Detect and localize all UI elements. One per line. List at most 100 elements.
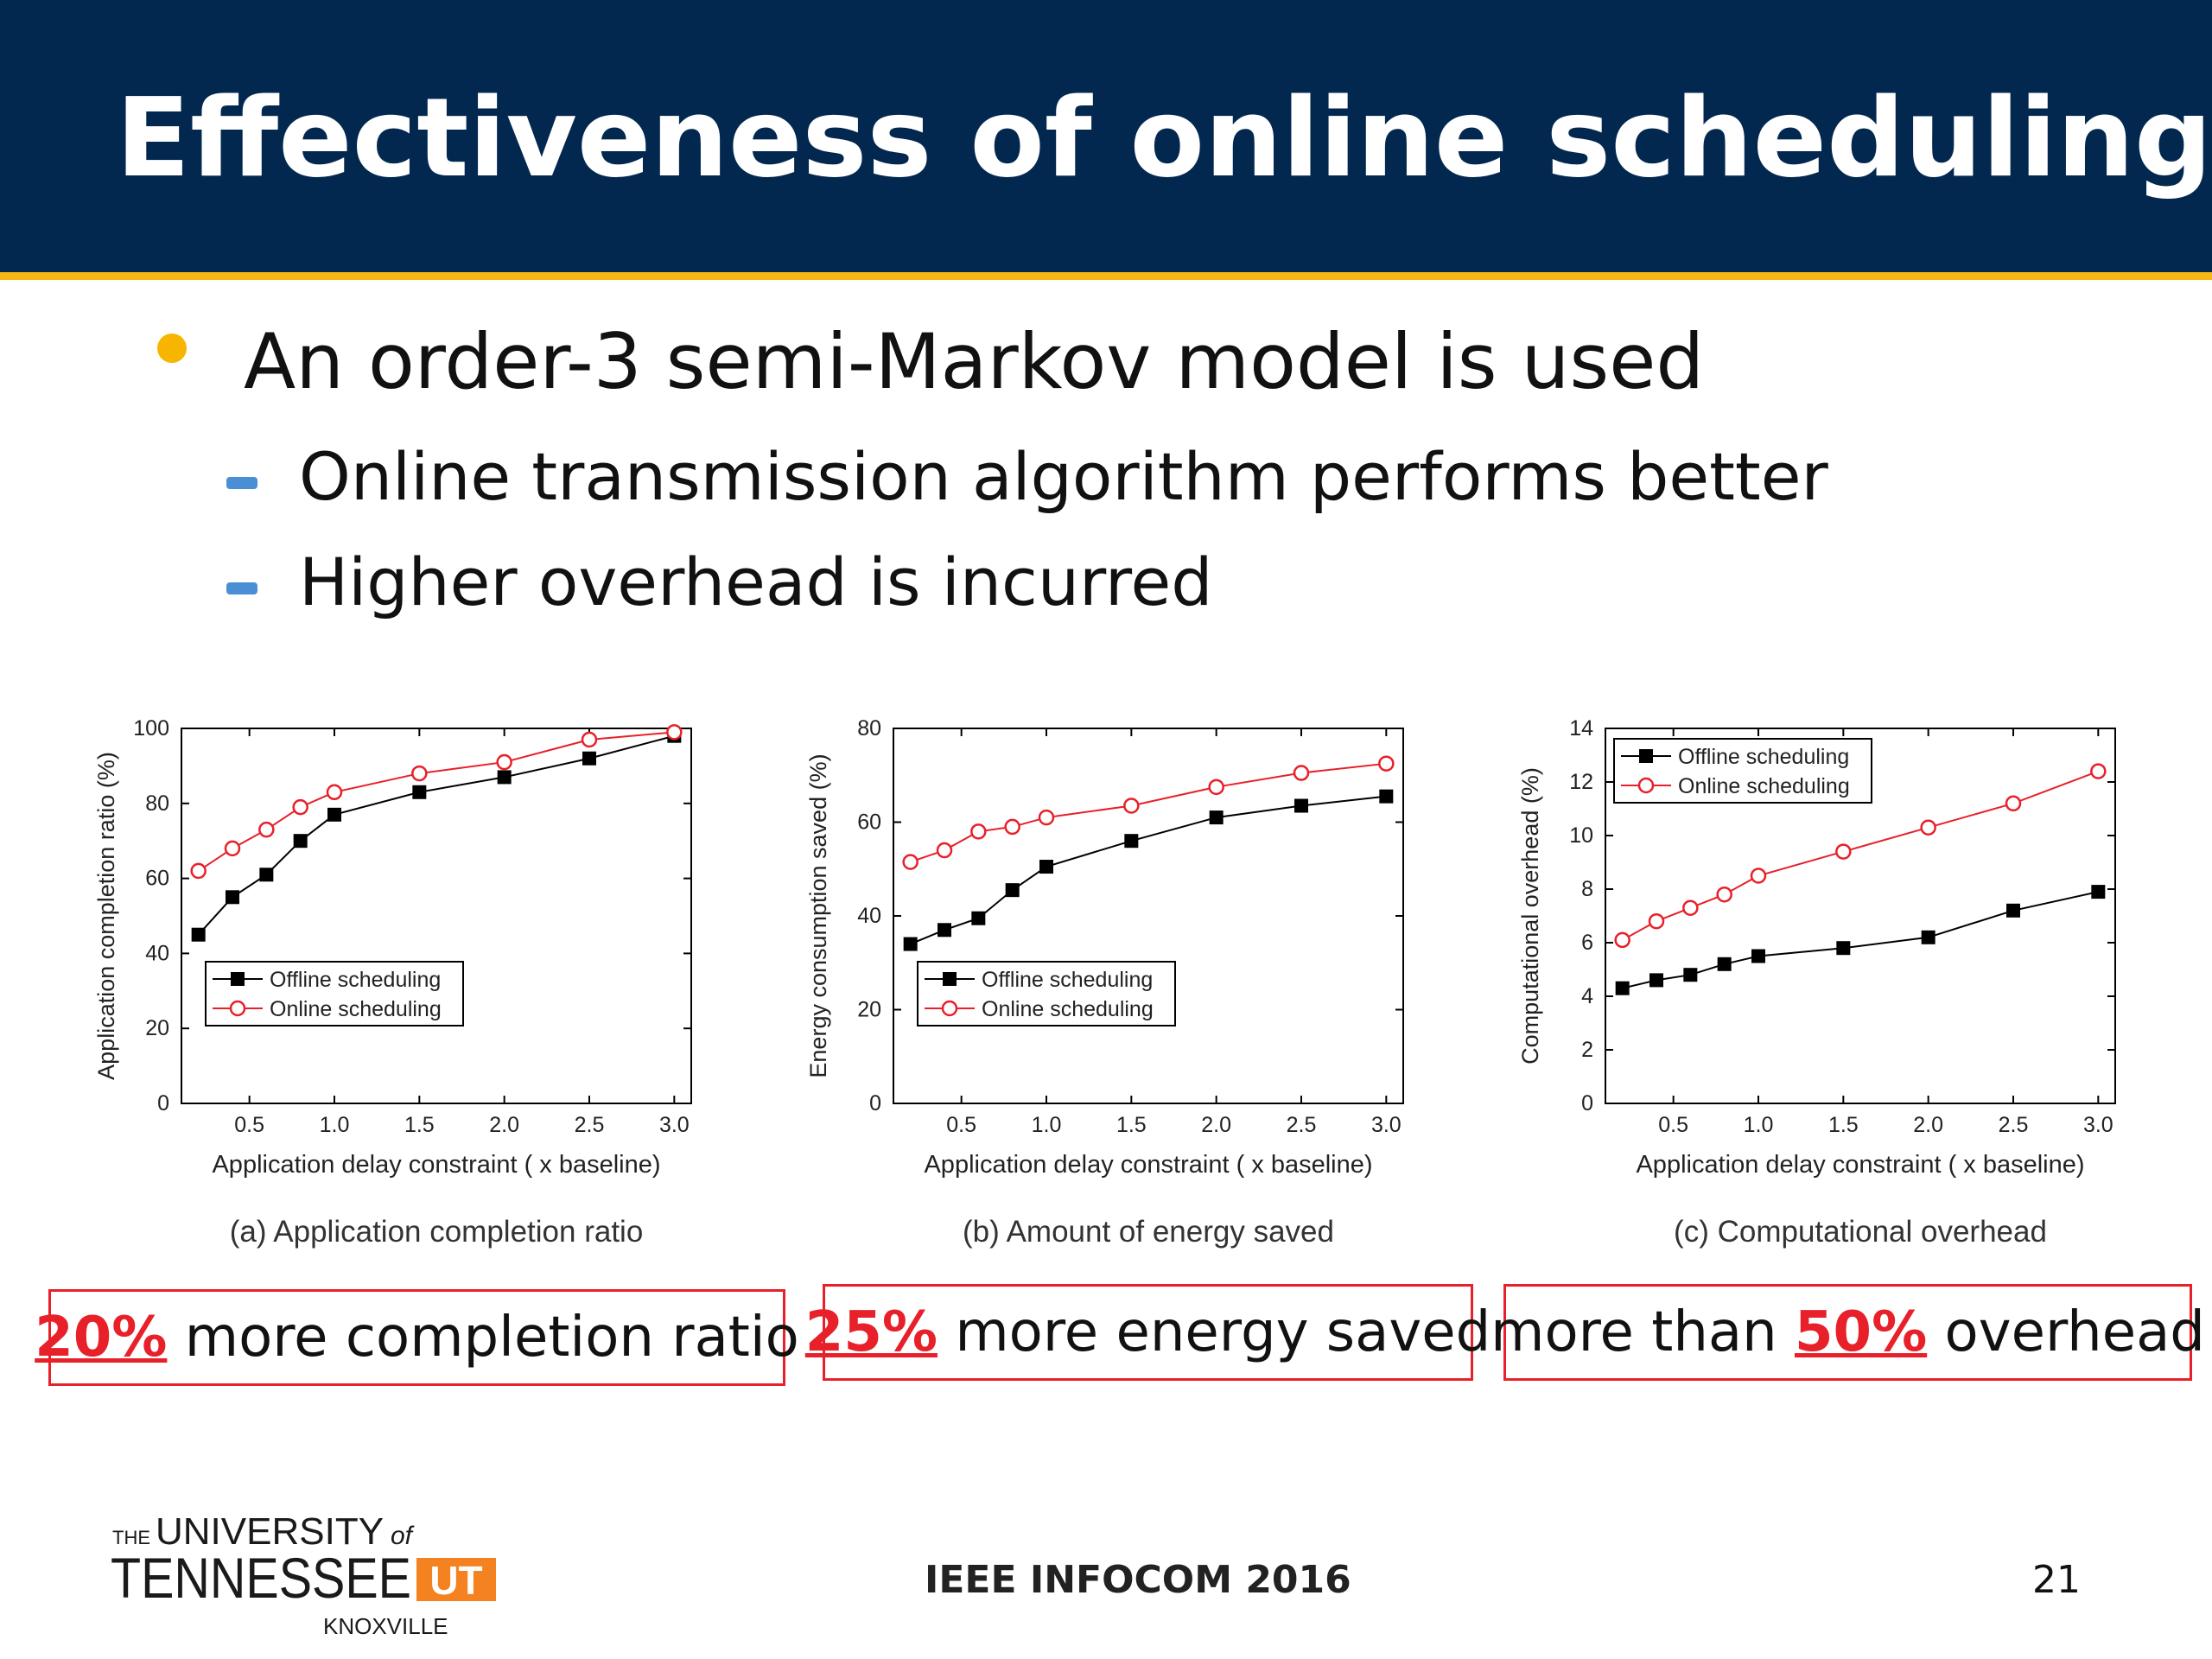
callout-energy: 25% more energy saved (805, 1284, 1491, 1381)
online-point (1716, 886, 1732, 903)
x-tick-label: 0.5 (946, 1113, 976, 1137)
offline-point (191, 927, 206, 942)
x-tick-label: 0.5 (234, 1113, 264, 1137)
y-axis-label: Energy consumption saved (%) (805, 753, 831, 1077)
y-tick-label: 2 (1581, 1038, 1593, 1062)
callout-highlight: 50% (1795, 1300, 1928, 1364)
online-point (902, 854, 918, 870)
legend-online-marker-icon (1637, 777, 1655, 794)
x-tick-label: 2.5 (575, 1113, 605, 1137)
online-point (1038, 809, 1055, 826)
logo-university: UNIVERSITY (156, 1510, 384, 1553)
online-point (1648, 912, 1665, 930)
offline-point (1751, 949, 1765, 963)
dash-icon (226, 582, 257, 594)
legend-box (917, 961, 1176, 1027)
offline-point (226, 890, 239, 905)
legend-label: Online scheduling (1678, 774, 1850, 798)
online-point (411, 765, 428, 782)
online-point (666, 724, 683, 741)
x-axis-label: Application delay constraint ( x baselin… (212, 1151, 660, 1179)
y-tick-label: 80 (857, 716, 881, 741)
chart-completion-ratio: 0.5 1.0 1.5 2.0 2.5 3.0 0 20 40 60 80 100 Applicatio… (78, 704, 821, 1257)
y-tick-label: 0 (869, 1091, 881, 1116)
subbullet-1: Online transmission algorithm performs b… (299, 438, 1828, 515)
chart-svg: 0.5 1.0 1.5 2.0 2.5 3.0 0 20 40 60 80 100 Applicatio… (93, 716, 692, 1249)
callout-suffix: overhead (1927, 1300, 2205, 1364)
y-tick-label: 80 (145, 791, 169, 816)
plot-frame (1605, 728, 2116, 1104)
legend-label: Offline scheduling (982, 968, 1153, 992)
chart-computational-overhead: 0.5 1.0 1.5 2.0 2.5 3.0 0 2 4 6 8 10 12 14 Application… (1502, 704, 2212, 1257)
callout-suffix: more energy saved (937, 1300, 1491, 1364)
offline-point (412, 785, 427, 799)
chart-legend: Offline scheduling Online scheduling (917, 961, 1176, 1027)
slide-title: Effectiveness of online scheduling (116, 74, 2212, 201)
online-point (1208, 779, 1224, 796)
online-point (2090, 763, 2107, 779)
online-point (292, 798, 308, 816)
y-tick-label: 100 (133, 716, 169, 741)
callout-completion: 20% more completion ratio (35, 1289, 799, 1386)
header-accent-line (0, 272, 2212, 280)
bullet-text: An order-3 semi-Markov model is used (244, 317, 1705, 406)
logo-the: THE (112, 1527, 150, 1548)
online-point (326, 784, 343, 801)
chart-energy-saved: 0.5 1.0 1.5 2.0 2.5 3.0 0 20 40 60 80 Application d… (790, 704, 1533, 1257)
x-tick-label: 3.0 (659, 1113, 690, 1137)
callout-overhead: more than 50% overhead (1491, 1284, 2205, 1381)
offline-point (293, 834, 308, 849)
y-tick-label: 12 (1569, 770, 1593, 794)
x-tick-label: 2.5 (1287, 1113, 1317, 1137)
chart-legend: Offline scheduling Online scheduling (205, 961, 464, 1027)
online-point (1293, 765, 1310, 781)
chart-caption: (c) Computational overhead (1674, 1215, 2047, 1249)
y-tick-label: 40 (857, 904, 881, 928)
dash-icon (226, 477, 257, 489)
y-axis-label: Computational overhead (%) (1517, 767, 1543, 1065)
online-point (496, 753, 512, 771)
offline-point (327, 807, 341, 822)
x-tick-label: 3.0 (2083, 1113, 2113, 1137)
legend-offline-marker-icon (943, 972, 957, 986)
online-point (970, 823, 987, 840)
callout-highlight: 25% (804, 1300, 938, 1364)
legend-label: Offline scheduling (1678, 745, 1849, 769)
offline-point (1209, 810, 1224, 825)
offline-point (903, 937, 918, 951)
offline-point (971, 911, 986, 925)
y-tick-label: 60 (145, 867, 169, 891)
offline-point (2091, 885, 2106, 899)
offline-point (1005, 883, 1020, 898)
y-tick-label: 60 (857, 810, 881, 835)
title-bar: Effectiveness of online scheduling (0, 0, 2212, 272)
online-point (1750, 868, 1767, 884)
x-tick-label: 2.0 (489, 1113, 519, 1137)
x-axis-label: Application delay constraint ( x baselin… (924, 1151, 1372, 1179)
plot-frame (893, 728, 1404, 1104)
y-tick-label: 20 (857, 998, 881, 1022)
logo-tennessee: TENNESSEE (111, 1546, 411, 1610)
y-tick-label: 6 (1581, 931, 1593, 955)
online-point (1123, 798, 1140, 814)
online-point (224, 840, 241, 857)
offline-point (2006, 903, 2020, 918)
logo-knoxville: KNOXVILLE (323, 1613, 448, 1637)
legend-box (205, 961, 464, 1027)
offline-point (938, 923, 951, 938)
chart-svg: 0.5 1.0 1.5 2.0 2.5 3.0 0 20 40 60 80 Application d… (805, 716, 1404, 1249)
callout-highlight: 20% (35, 1306, 168, 1370)
page-number: 21 (2032, 1558, 2081, 1602)
online-point (1682, 899, 1699, 916)
online-series-line (910, 762, 1387, 863)
x-tick-label: 1.0 (320, 1113, 350, 1137)
y-axis-label: Application completion ratio (%) (93, 752, 119, 1080)
bullet-dot-icon (157, 334, 187, 363)
y-tick-label: 40 (145, 941, 169, 965)
offline-point (1836, 941, 1851, 956)
online-point (1614, 931, 1630, 949)
y-tick-label: 8 (1581, 877, 1593, 901)
x-axis-label: Application delay constraint ( x baselin… (1636, 1151, 2084, 1179)
legend-offline-marker-icon (231, 972, 245, 986)
online-point (581, 731, 598, 748)
